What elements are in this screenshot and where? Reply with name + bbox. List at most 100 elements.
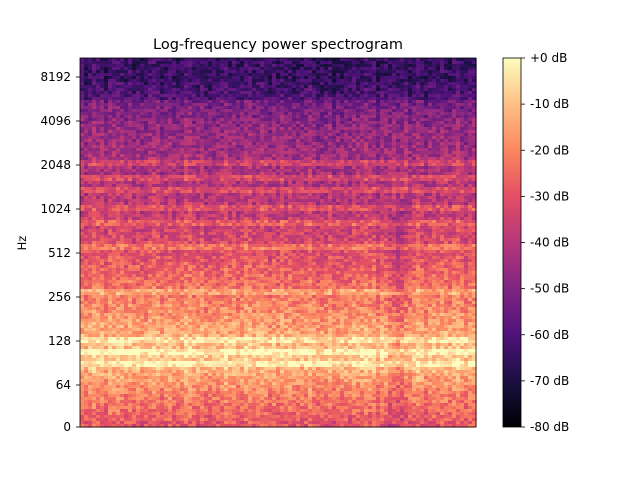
- heatmap-cell: [212, 148, 217, 152]
- heatmap-cell: [460, 124, 465, 128]
- heatmap-cell: [184, 169, 189, 173]
- heatmap-cell: [92, 79, 97, 83]
- heatmap-cell: [460, 64, 465, 68]
- heatmap-cell: [88, 73, 93, 77]
- heatmap-cell: [184, 79, 189, 83]
- heatmap-cell: [412, 82, 417, 86]
- heatmap-cell: [284, 145, 289, 149]
- heatmap-cell: [224, 175, 229, 179]
- heatmap-cell: [80, 76, 85, 80]
- heatmap-cell: [468, 82, 473, 86]
- heatmap-cell: [280, 160, 285, 164]
- heatmap-cell: [148, 121, 153, 125]
- heatmap-cell: [452, 160, 457, 164]
- heatmap-cell: [264, 97, 269, 101]
- heatmap-cell: [428, 178, 433, 182]
- heatmap-cell: [316, 205, 321, 209]
- heatmap-cell: [136, 67, 141, 71]
- heatmap-cell: [416, 154, 421, 158]
- heatmap-cell: [328, 100, 333, 104]
- heatmap-cell: [304, 115, 309, 119]
- heatmap-cell: [128, 181, 133, 185]
- heatmap-cell: [372, 190, 377, 194]
- heatmap-cell: [92, 85, 97, 89]
- heatmap-cell: [396, 133, 401, 137]
- heatmap-cell: [220, 139, 225, 143]
- heatmap-cell: [220, 127, 225, 131]
- heatmap-cell: [128, 145, 133, 149]
- heatmap-cell: [316, 58, 321, 62]
- heatmap-cell: [432, 106, 437, 110]
- heatmap-cell: [112, 163, 117, 167]
- heatmap-cell: [124, 82, 129, 86]
- heatmap-cell: [204, 130, 209, 134]
- heatmap-cell: [448, 157, 453, 161]
- heatmap-cell: [400, 160, 405, 164]
- heatmap-cell: [400, 112, 405, 116]
- heatmap-cell: [420, 166, 425, 170]
- heatmap-cell: [460, 178, 465, 182]
- heatmap-cell: [212, 100, 217, 104]
- heatmap-cell: [272, 88, 277, 92]
- heatmap-cell: [200, 58, 205, 62]
- heatmap-cell: [280, 178, 285, 182]
- heatmap-cell: [136, 184, 141, 188]
- heatmap-cell: [280, 184, 285, 188]
- heatmap-cell: [140, 112, 145, 116]
- heatmap-cell: [104, 61, 109, 65]
- heatmap-cell: [184, 196, 189, 200]
- heatmap-cell: [400, 166, 405, 170]
- heatmap-cell: [296, 127, 301, 131]
- heatmap-cell: [464, 142, 469, 146]
- heatmap-cell: [460, 97, 465, 101]
- heatmap-cell: [344, 88, 349, 92]
- heatmap-cell: [308, 202, 313, 206]
- heatmap-cell: [380, 196, 385, 200]
- heatmap-cell: [468, 67, 473, 71]
- heatmap-cell: [204, 175, 209, 179]
- heatmap-cell: [168, 124, 173, 128]
- heatmap-cell: [188, 121, 193, 125]
- heatmap-cell: [432, 160, 437, 164]
- heatmap-cell: [152, 121, 157, 125]
- heatmap-cell: [260, 97, 265, 101]
- heatmap-cell: [252, 184, 257, 188]
- heatmap-cell: [468, 133, 473, 137]
- heatmap-cell: [204, 133, 209, 137]
- heatmap-cell: [356, 178, 361, 182]
- heatmap-cell: [192, 94, 197, 98]
- heatmap-cell: [160, 181, 165, 185]
- heatmap-cell: [320, 151, 325, 155]
- heatmap-cell: [196, 115, 201, 119]
- heatmap-cell: [320, 190, 325, 194]
- heatmap-cell: [272, 145, 277, 149]
- heatmap-cell: [284, 136, 289, 140]
- heatmap-cell: [288, 199, 293, 203]
- heatmap-cell: [348, 163, 353, 167]
- heatmap-cell: [272, 94, 277, 98]
- heatmap-cell: [204, 94, 209, 98]
- heatmap-cell: [276, 115, 281, 119]
- heatmap-cell: [184, 121, 189, 125]
- heatmap-cell: [172, 196, 177, 200]
- heatmap-cell: [236, 94, 241, 98]
- heatmap-cell: [360, 76, 365, 80]
- heatmap-cell: [212, 76, 217, 80]
- heatmap-cell: [112, 94, 117, 98]
- heatmap-cell: [348, 139, 353, 143]
- heatmap-cell: [228, 97, 233, 101]
- heatmap-cell: [464, 178, 469, 182]
- heatmap-cell: [400, 175, 405, 179]
- heatmap-cell: [316, 82, 321, 86]
- heatmap-cell: [268, 88, 273, 92]
- heatmap-cell: [364, 169, 369, 173]
- heatmap-cell: [432, 205, 437, 209]
- heatmap-cell: [324, 190, 329, 194]
- heatmap-cell: [280, 115, 285, 119]
- heatmap-cell: [252, 70, 257, 74]
- heatmap-cell: [424, 202, 429, 206]
- heatmap-cell: [204, 124, 209, 128]
- heatmap-cell: [444, 103, 449, 107]
- heatmap-cell: [364, 184, 369, 188]
- heatmap-cell: [400, 184, 405, 188]
